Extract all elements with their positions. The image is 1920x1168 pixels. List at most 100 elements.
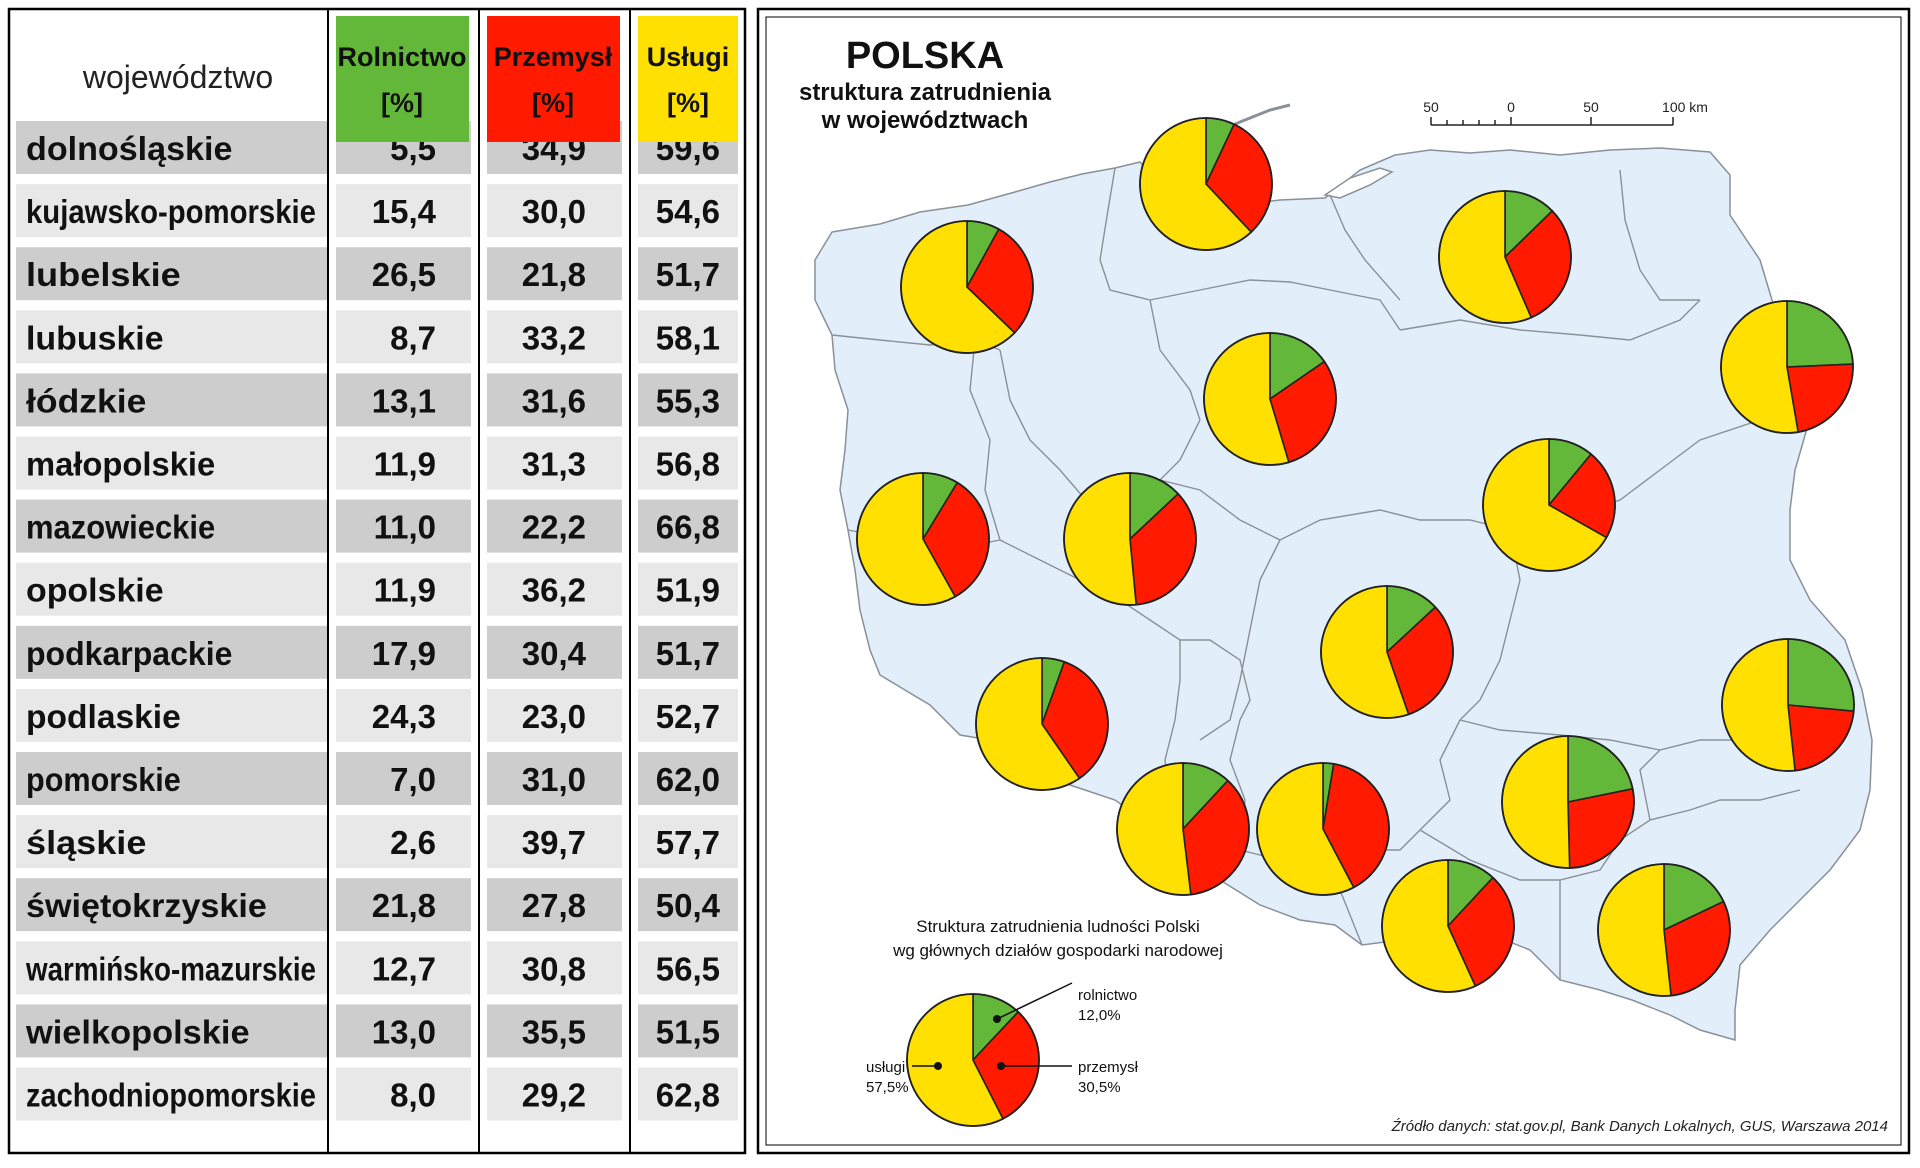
serv-value: 50,4: [656, 887, 721, 924]
agri-value: 24,3: [372, 698, 436, 735]
pie-outline: [1320, 585, 1454, 719]
region-name: lubelskie: [26, 256, 181, 293]
table-cell-bg: [16, 815, 328, 869]
pie-dolnośląskie: [975, 657, 1109, 791]
pie-warmińsko-mazurskie: [1438, 190, 1572, 324]
table-cell-bg: [638, 373, 738, 427]
legend-pie: [906, 993, 1040, 1127]
table-cell-bg: [638, 436, 738, 490]
pie-outline: [1597, 863, 1731, 997]
agri-value: 26,5: [372, 256, 436, 293]
table-cell-bg: [336, 310, 471, 364]
serv-header-label: Usługi: [647, 42, 730, 72]
ind-value: 31,0: [522, 761, 586, 798]
scale-bar: [1430, 117, 1674, 126]
agri-value: 12,7: [372, 950, 436, 987]
serv-value: 54,6: [656, 193, 720, 230]
agri-header-label: Rolnictwo: [338, 42, 467, 72]
serv-value: 62,0: [656, 761, 720, 798]
ind-value: 22,2: [522, 509, 586, 546]
region-name: opolskie: [26, 572, 164, 609]
table-cell-bg: [638, 247, 738, 301]
ind-value: 31,6: [522, 382, 586, 419]
legend-agri-label: rolnictwo: [1078, 987, 1137, 1004]
legend-serv-label: usługi: [866, 1059, 905, 1076]
table-cell-bg: [16, 310, 328, 364]
pie-opolskie: [1116, 762, 1250, 896]
scale-label: 50: [1583, 99, 1599, 115]
serv-value: 55,3: [656, 382, 720, 419]
ind-value: 31,3: [522, 446, 586, 483]
region-name: warmińsko-mazurskie: [25, 950, 316, 987]
table-cell-bg: [487, 815, 622, 869]
table-cell-bg: [638, 1067, 738, 1121]
scale-label: 50: [1423, 99, 1439, 115]
pie-podlaskie: [1720, 300, 1854, 434]
ind-header-label: Przemysł: [494, 42, 613, 72]
legend-ind-label: przemysł: [1078, 1059, 1139, 1076]
serv-value: 51,5: [656, 1013, 720, 1050]
table-cell-bg: [16, 436, 328, 490]
pie-outline: [1482, 438, 1616, 572]
agri-value: 21,8: [372, 887, 436, 924]
table-cell-bg: [638, 499, 738, 553]
pie-zachodniopomorskie: [900, 220, 1034, 354]
table-cell-bg: [336, 625, 471, 679]
region-name: dolnośląskie: [26, 130, 232, 167]
pie-outline: [1116, 762, 1250, 896]
serv-value: 66,8: [656, 509, 720, 546]
serv-header-box: [638, 16, 738, 142]
region-name: małopolskie: [26, 446, 215, 483]
serv-header-unit: [%]: [667, 88, 709, 118]
agri-value: 11,0: [374, 509, 436, 546]
pie-outline: [975, 657, 1109, 791]
ind-value: 33,2: [522, 319, 586, 356]
ind-value: 21,8: [522, 256, 586, 293]
pie-outline: [1203, 332, 1337, 466]
ind-header-box: [487, 16, 620, 142]
pie-outline: [1381, 859, 1515, 993]
table-cell-bg: [336, 373, 471, 427]
table-cell-bg: [336, 941, 471, 995]
table-cell-bg: [336, 499, 471, 553]
ind-value: 30,0: [522, 193, 586, 230]
table-cell-bg: [638, 752, 738, 805]
table-cell-bg: [336, 184, 471, 238]
legend-dot-serv: [934, 1062, 942, 1070]
table-cell-bg: [487, 499, 622, 553]
table-cell-bg: [487, 310, 622, 364]
table-cell-bg: [16, 625, 328, 679]
region-name: podlaskie: [26, 698, 181, 735]
table-cell-bg: [487, 184, 622, 238]
region-name: pomorskie: [26, 761, 181, 798]
ind-value: 30,4: [522, 635, 587, 672]
legend-title-line1: Struktura zatrudnienia ludności Polski: [916, 917, 1199, 936]
serv-value: 62,8: [656, 1077, 720, 1114]
agri-value: 15,4: [372, 193, 437, 230]
region-name: wielkopolskie: [25, 1013, 250, 1050]
table-cell-bg: [16, 184, 328, 238]
map-subtitle-line1: struktura zatrudnienia: [799, 79, 1052, 106]
legend-ind-value: 30,5%: [1078, 1079, 1121, 1096]
pie-outline: [1501, 735, 1635, 869]
agri-header-box: [336, 16, 469, 142]
serv-value: 51,7: [656, 256, 720, 293]
agri-value: 13,1: [372, 382, 436, 419]
ind-value: 30,8: [522, 950, 586, 987]
region-name: łódzkie: [26, 382, 146, 419]
region-name: podkarpackie: [26, 635, 232, 672]
pie-outline: [1139, 117, 1273, 251]
vistula-lagoon: [1323, 167, 1394, 199]
agri-value: 11,9: [374, 446, 436, 483]
table-cell-bg: [336, 562, 471, 616]
serv-value: 58,1: [656, 319, 720, 356]
table-cell-bg: [487, 688, 622, 742]
pie-outline: [900, 220, 1034, 354]
region-column-header: województwo: [82, 59, 273, 95]
pie-mazowieckie: [1482, 438, 1616, 572]
agri-value: 13,0: [372, 1013, 436, 1050]
serv-value: 56,8: [656, 446, 720, 483]
pie-outline: [856, 472, 990, 606]
table-cell-bg: [336, 878, 471, 932]
